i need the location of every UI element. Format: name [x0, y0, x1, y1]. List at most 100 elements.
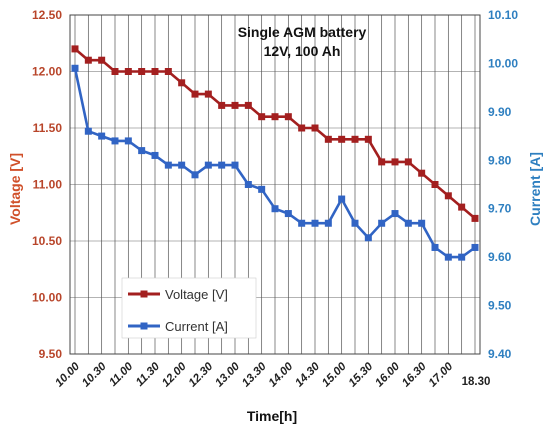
series-0-point [231, 101, 239, 109]
x-tick-label: 16.30 [400, 360, 429, 389]
y-left-tick-label: 12.50 [32, 8, 62, 22]
series-1-point [71, 64, 79, 72]
x-tick-label: 10.00 [53, 360, 82, 389]
series-0-point [418, 169, 426, 177]
x-tick-label: 11.00 [107, 360, 136, 389]
series-1-point [404, 219, 412, 227]
x-tick-label: 18.30 [462, 376, 491, 388]
series-0-point [404, 158, 412, 166]
y-right-tick-label: 9.70 [488, 202, 512, 216]
series-0-point [191, 90, 199, 98]
series-1-point [231, 161, 239, 169]
series-1-point [338, 195, 346, 203]
series-0-point [84, 56, 92, 64]
series-0-point [471, 214, 479, 222]
series-1-point [418, 219, 426, 227]
series-0-point [151, 68, 159, 75]
y-axis-left-label: Voltage [V] [7, 153, 23, 225]
x-tick-label: 14.30 [293, 360, 322, 389]
series-1-point [178, 161, 186, 169]
series-0-point [98, 56, 106, 64]
series-1-point [204, 161, 212, 169]
series-0-point [284, 113, 292, 121]
series-1-point [284, 210, 292, 218]
series-1-point [311, 219, 319, 227]
series-0-point [124, 68, 132, 75]
x-tick-label: 17.00 [427, 360, 456, 389]
x-tick-label: 12.00 [160, 360, 189, 389]
series-0-point [204, 90, 212, 98]
series-0-point [311, 124, 319, 132]
legend-current-marker [140, 322, 148, 330]
series-1-point [351, 219, 359, 227]
x-tick-label: 10.30 [80, 360, 109, 389]
x-tick-label: 13.30 [240, 360, 269, 389]
plot-frame [69, 14, 481, 355]
x-tick-label: 12.30 [187, 360, 216, 389]
legend: Voltage [V] Current [A] [121, 277, 257, 339]
series-0-point [178, 79, 186, 87]
series-0-point [298, 124, 306, 132]
y-right-tick-label: 9.40 [488, 347, 512, 361]
series-1-point [324, 219, 332, 227]
series-1-point [378, 219, 386, 227]
series-1-point [98, 132, 106, 140]
series-0-point [378, 158, 386, 166]
y-right-tick-label: 10.10 [488, 8, 518, 22]
legend-voltage-label: Voltage [V] [165, 287, 228, 302]
series-0-point [164, 68, 172, 75]
series-0-point [71, 45, 79, 53]
series-1-point [218, 161, 226, 169]
series-1-point [138, 147, 146, 155]
y-left-tick-label: 10.50 [32, 234, 62, 248]
y-right-tick-label: 9.50 [488, 299, 512, 313]
y-left-tick-label: 10.00 [32, 291, 62, 305]
series-1-point [298, 219, 306, 227]
series-0-point [218, 101, 226, 109]
series-1-point [364, 234, 372, 242]
x-tick-label: 16.00 [373, 360, 402, 389]
series-1-point [471, 243, 479, 251]
x-axis-label: Time[h] [247, 408, 297, 424]
x-tick-label: 14.00 [267, 360, 296, 389]
series-0-point [324, 135, 332, 143]
y-right-tick-label: 10.00 [488, 56, 518, 70]
series-1-point [191, 171, 199, 179]
series-0-point [244, 101, 252, 109]
y-right-tick-label: 9.80 [488, 153, 512, 167]
y-right-tick-label: 9.90 [488, 105, 512, 119]
series-1-point [111, 137, 119, 145]
chart-subtitle: 12V, 100 Ah [264, 43, 341, 59]
legend-current-label: Current [A] [165, 319, 228, 334]
series-0-point [258, 113, 266, 121]
series-1-point [391, 210, 399, 218]
x-tick-label: 13.00 [213, 360, 242, 389]
series-1-point [124, 137, 132, 145]
series-0-point [391, 158, 399, 166]
series-0-point [138, 68, 146, 75]
chart-title: Single AGM battery [238, 24, 367, 40]
series-1-point [431, 243, 439, 251]
y-left-tick-label: 12.00 [32, 65, 62, 79]
y-left-tick-label: 11.50 [33, 121, 63, 135]
y-left-tick-label: 9.50 [39, 347, 63, 361]
series-1-point [164, 161, 172, 169]
x-tick-label: 15.30 [347, 360, 376, 389]
series-0-point [444, 192, 452, 200]
y-left-tick-label: 11.00 [33, 178, 63, 192]
series-1-point [271, 205, 279, 213]
x-tick-label: 11.30 [134, 360, 163, 389]
series-0-point [338, 135, 346, 143]
series-0-point [111, 68, 119, 75]
series-1-point [244, 181, 252, 188]
y-axis-right-label: Current [A] [527, 152, 543, 226]
legend-voltage-marker [140, 290, 148, 298]
series-1-point [444, 253, 452, 261]
series-1-point [258, 185, 266, 193]
y-right-tick-label: 9.60 [488, 250, 512, 264]
series-0-point [431, 181, 439, 188]
series-1-point [151, 151, 159, 159]
series-0-point [351, 135, 359, 143]
series-0-point [271, 113, 279, 121]
